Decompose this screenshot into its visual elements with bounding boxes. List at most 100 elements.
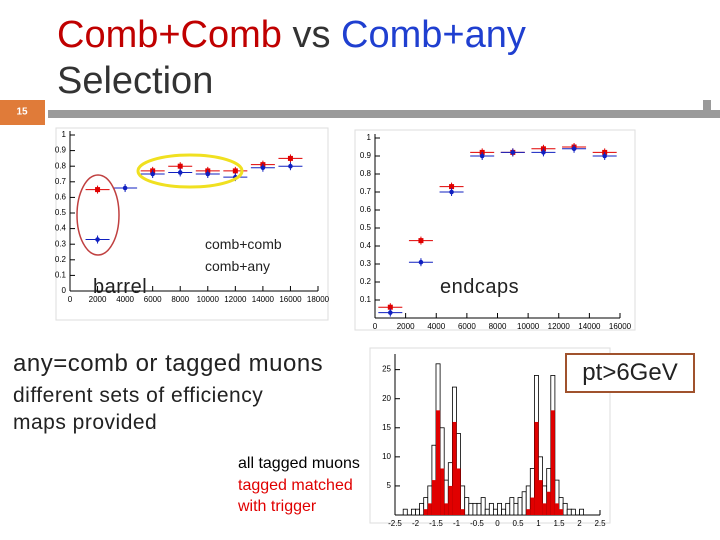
marker (205, 171, 211, 177)
histogram-bar (554, 503, 559, 515)
histogram-bar (472, 502, 478, 516)
y-tick-label: 0.6 (55, 193, 67, 202)
x-tick-label: 12000 (548, 322, 571, 331)
x-tick-label: 14000 (252, 295, 275, 304)
histogram-bar (410, 508, 416, 516)
marker (260, 165, 266, 171)
x-tick-label: 1 (536, 519, 541, 528)
histogram-bar (550, 410, 555, 515)
histogram-bar (492, 508, 498, 516)
x-tick-label: 2.5 (594, 519, 606, 528)
marker (150, 171, 155, 177)
x-tick-label: -1 (453, 519, 461, 528)
legend-entry: comb+comb (205, 236, 282, 252)
x-tick-label: 14000 (578, 322, 601, 331)
histogram-bar (419, 502, 425, 516)
y-tick-label: 1 (62, 130, 67, 139)
histogram-bar (546, 491, 551, 515)
x-tick-label: 2000 (89, 295, 107, 304)
x-tick-label: -2.5 (388, 519, 402, 528)
title-part: Selection (57, 60, 214, 102)
y-tick-label: 0.4 (55, 224, 67, 233)
marker (387, 304, 393, 310)
histogram-bar (542, 503, 547, 515)
histogram-bar (501, 508, 507, 516)
x-tick-label: 1.5 (553, 519, 565, 528)
plot-label: barrel (93, 276, 148, 298)
marker (418, 238, 424, 244)
x-tick-label: 8000 (489, 322, 507, 331)
x-tick-label: 0 (495, 519, 500, 528)
histogram-bar (484, 508, 490, 516)
title-rule-end (703, 100, 711, 118)
histogram-bar (464, 497, 470, 516)
histogram-bar (517, 497, 523, 516)
x-tick-label: -0.5 (470, 519, 484, 528)
histogram-bar (456, 468, 461, 515)
histogram-bar (480, 497, 486, 516)
histogram-bar (562, 502, 568, 516)
histogram-bar (488, 502, 494, 516)
histogram-bar (423, 509, 428, 515)
plot-background (354, 129, 636, 331)
x-tick-label: 10000 (517, 322, 540, 331)
x-tick-label: 8000 (171, 295, 189, 304)
histogram-bar (559, 509, 564, 515)
marker (177, 170, 183, 175)
histogram-bar (530, 497, 535, 515)
highlight-ring (76, 174, 120, 256)
number-badge (0, 100, 45, 125)
marker (95, 187, 101, 193)
x-tick-label: -1.5 (429, 519, 443, 528)
y-tick-label: 0.9 (360, 151, 372, 160)
y-tick-label: 0.2 (360, 277, 372, 286)
histogram-bar (460, 509, 465, 515)
histogram-bar (579, 508, 584, 516)
y-tick-label: 5 (387, 481, 392, 490)
histogram-bar (534, 421, 539, 515)
marker (479, 153, 485, 159)
histogram-bar (509, 497, 515, 516)
histogram-bar (452, 421, 457, 515)
y-tick-label: 0.6 (360, 205, 372, 214)
y-tick-label: 0.4 (360, 241, 372, 250)
body-text: different sets of efficiency maps provid… (13, 384, 264, 434)
x-tick-label: 6000 (144, 295, 162, 304)
plot-label: endcaps (440, 276, 520, 298)
histogram-bar (427, 503, 432, 515)
marker (95, 237, 100, 242)
x-tick-label: 10000 (197, 295, 220, 304)
highlight-ring (136, 153, 244, 189)
x-tick-label: -2 (412, 519, 420, 528)
marker (177, 163, 183, 169)
histogram-bar (513, 502, 519, 516)
x-tick-label: 6000 (458, 322, 476, 331)
histogram-bar (448, 485, 453, 515)
marker (287, 155, 293, 161)
y-tick-label: 20 (382, 394, 391, 403)
y-tick-label: 0.8 (360, 169, 372, 178)
y-tick-label: 0.9 (55, 146, 67, 155)
y-tick-label: 15 (382, 423, 391, 432)
x-tick-label: 0 (68, 295, 73, 304)
marker (602, 153, 607, 159)
y-tick-label: 10 (382, 452, 391, 461)
y-tick-label: 0.5 (55, 208, 67, 217)
x-tick-label: 4000 (427, 322, 445, 331)
marker (418, 259, 424, 265)
histogram-bar (431, 480, 436, 515)
y-tick-label: 0.1 (360, 295, 372, 304)
title-part: Comb+any (341, 14, 526, 56)
histogram-bar (444, 503, 449, 515)
x-tick-label: 12000 (224, 295, 247, 304)
title-part: vs (292, 14, 331, 56)
x-tick-label: 4000 (116, 295, 134, 304)
y-tick-label: 0.7 (55, 177, 67, 186)
histogram-bar (468, 502, 474, 516)
slide-number: 15 (16, 107, 28, 118)
histogram-bar (415, 508, 420, 516)
legend-entry: comb+any (205, 258, 270, 274)
plot: 0 0.1 0.2 0.3 0.4 0.5 0.6 0.7 0.8 0.9 1 0 2000 4000 60… (55, 127, 330, 321)
